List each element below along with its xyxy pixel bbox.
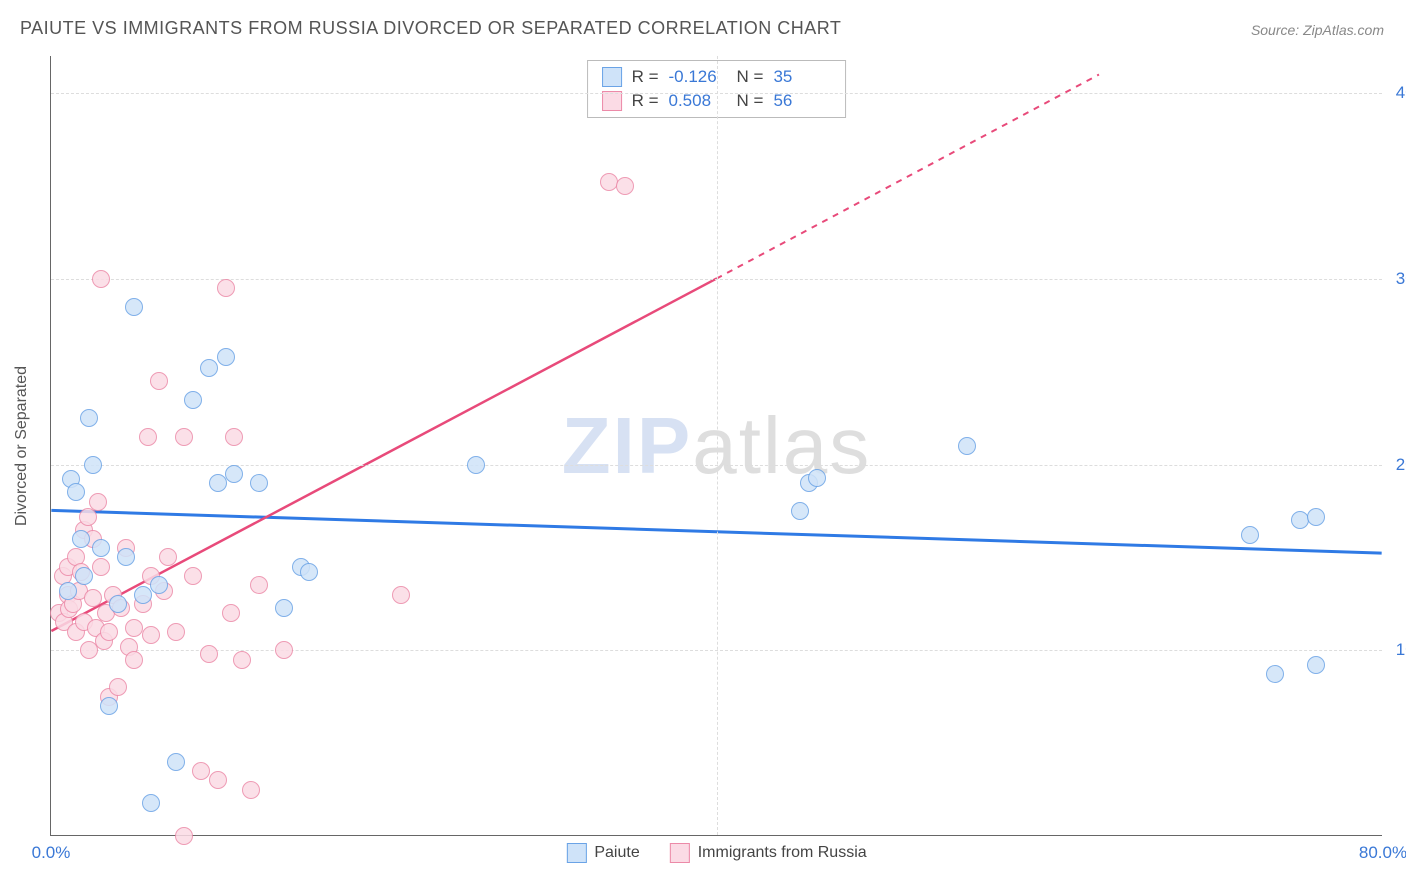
data-point xyxy=(125,651,143,669)
swatch-paiute xyxy=(602,67,622,87)
data-point xyxy=(1266,665,1284,683)
data-point xyxy=(250,474,268,492)
data-point xyxy=(275,641,293,659)
data-point xyxy=(1291,511,1309,529)
data-point xyxy=(75,567,93,585)
swatch-russia-icon xyxy=(670,843,690,863)
data-point xyxy=(1307,508,1325,526)
data-point xyxy=(125,619,143,637)
data-point xyxy=(117,548,135,566)
chart-title: PAIUTE VS IMMIGRANTS FROM RUSSIA DIVORCE… xyxy=(20,18,841,39)
data-point xyxy=(175,428,193,446)
data-point xyxy=(300,563,318,581)
data-point xyxy=(100,623,118,641)
source-link[interactable]: Source: ZipAtlas.com xyxy=(1251,22,1384,38)
data-point xyxy=(200,645,218,663)
data-point xyxy=(225,428,243,446)
data-point xyxy=(242,781,260,799)
legend-item-paiute: Paiute xyxy=(566,843,639,863)
data-point xyxy=(100,697,118,715)
data-point xyxy=(109,678,127,696)
data-point xyxy=(192,762,210,780)
y-tick-label: 20.0% xyxy=(1396,455,1406,475)
data-point xyxy=(1307,656,1325,674)
data-point xyxy=(72,530,90,548)
legend-item-russia: Immigrants from Russia xyxy=(670,843,867,863)
data-point xyxy=(139,428,157,446)
data-point xyxy=(134,586,152,604)
data-point xyxy=(250,576,268,594)
plot-area: ZIPatlas R =-0.126 N =35 R =0.508 N =56 … xyxy=(50,56,1382,836)
data-point xyxy=(84,456,102,474)
data-point xyxy=(233,651,251,669)
data-point xyxy=(67,483,85,501)
data-point xyxy=(217,348,235,366)
data-point xyxy=(217,279,235,297)
data-point xyxy=(89,493,107,511)
data-point xyxy=(275,599,293,617)
data-point xyxy=(222,604,240,622)
data-point xyxy=(209,771,227,789)
swatch-paiute-icon xyxy=(566,843,586,863)
data-point xyxy=(84,589,102,607)
y-axis-title: Divorced or Separated xyxy=(13,366,31,526)
data-point xyxy=(1241,526,1259,544)
data-point xyxy=(184,567,202,585)
data-point xyxy=(159,548,177,566)
data-point xyxy=(125,298,143,316)
y-tick-label: 30.0% xyxy=(1396,269,1406,289)
data-point xyxy=(92,270,110,288)
data-point xyxy=(167,623,185,641)
data-point xyxy=(616,177,634,195)
data-point xyxy=(109,595,127,613)
data-point xyxy=(167,753,185,771)
data-point xyxy=(225,465,243,483)
data-point xyxy=(209,474,227,492)
data-point xyxy=(600,173,618,191)
data-point xyxy=(92,539,110,557)
y-tick-label: 10.0% xyxy=(1396,640,1406,660)
legend-label-russia: Immigrants from Russia xyxy=(698,844,867,862)
data-point xyxy=(392,586,410,604)
data-point xyxy=(791,502,809,520)
data-point xyxy=(142,626,160,644)
data-point xyxy=(467,456,485,474)
data-point xyxy=(808,469,826,487)
data-point xyxy=(150,576,168,594)
series-legend: Paiute Immigrants from Russia xyxy=(566,843,866,863)
y-tick-label: 40.0% xyxy=(1396,83,1406,103)
x-tick-label: 80.0% xyxy=(1359,843,1406,863)
data-point xyxy=(80,409,98,427)
data-point xyxy=(200,359,218,377)
data-point xyxy=(59,582,77,600)
data-point xyxy=(958,437,976,455)
data-point xyxy=(175,827,193,845)
data-point xyxy=(184,391,202,409)
x-tick-label: 0.0% xyxy=(32,843,71,863)
data-point xyxy=(150,372,168,390)
legend-label-paiute: Paiute xyxy=(594,844,639,862)
data-point xyxy=(92,558,110,576)
data-point xyxy=(142,794,160,812)
